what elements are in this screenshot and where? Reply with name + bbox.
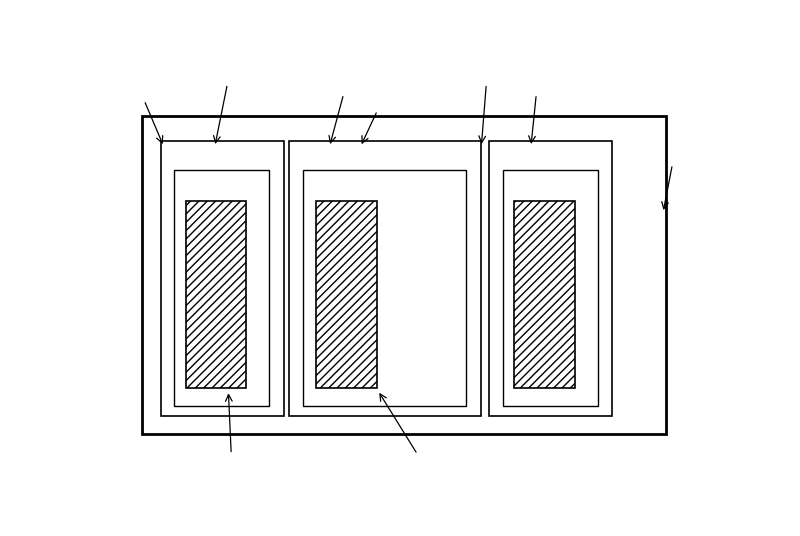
- Bar: [174, 170, 270, 406]
- Text: N+有源区: N+有源区: [190, 81, 266, 143]
- Text: 多晶硅: 多晶硅: [209, 394, 254, 457]
- Bar: [186, 202, 246, 388]
- Bar: [289, 142, 482, 416]
- Bar: [490, 142, 612, 416]
- Bar: [514, 202, 575, 388]
- Bar: [142, 116, 666, 434]
- Text: N型埋层: N型埋层: [642, 161, 703, 209]
- Bar: [161, 142, 283, 416]
- Text: 低压P阱: 低压P阱: [506, 91, 567, 143]
- Text: N+有源区: N+有源区: [341, 108, 417, 143]
- Text: N+有源区: N+有源区: [449, 81, 525, 143]
- Bar: [316, 202, 377, 388]
- Text: 多晶硅: 多晶硅: [380, 394, 442, 457]
- Bar: [303, 170, 466, 406]
- Text: 高压N阱: 高压N阱: [314, 91, 375, 143]
- Text: 低压P阱: 低压P阱: [112, 98, 174, 143]
- Bar: [503, 170, 598, 406]
